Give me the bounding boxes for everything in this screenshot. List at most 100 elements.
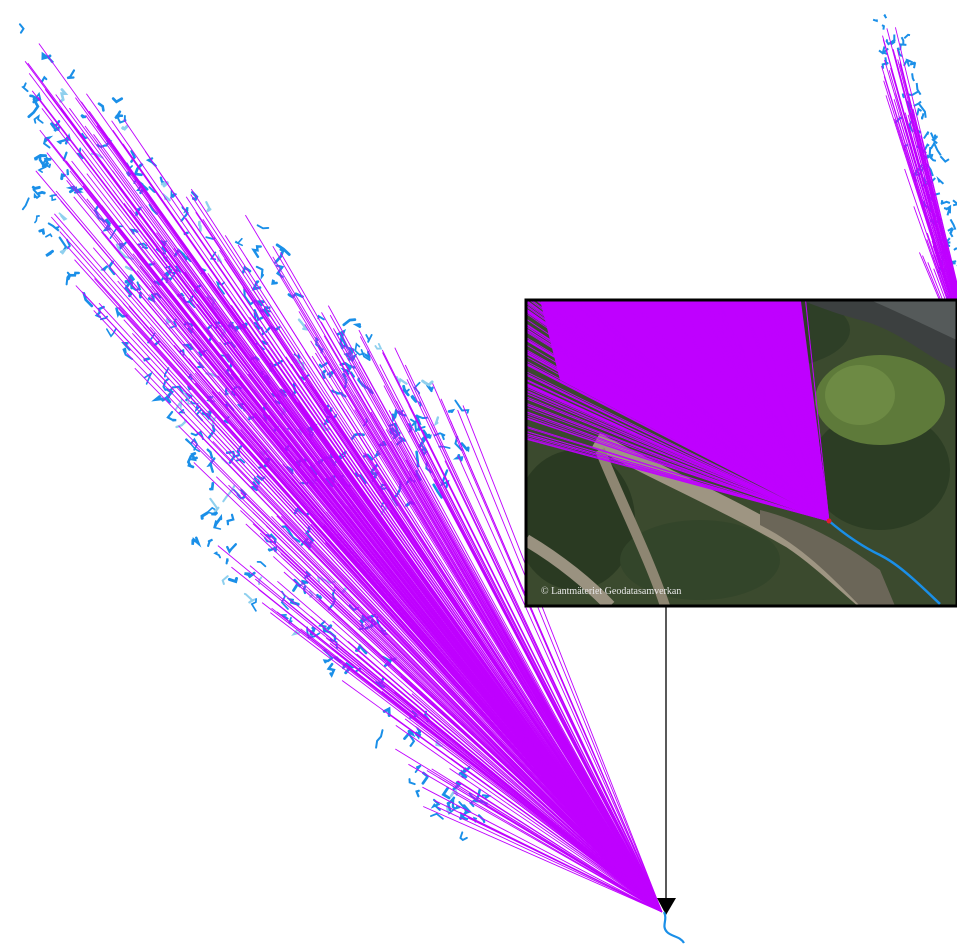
flow-line bbox=[73, 196, 663, 913]
stream-segment bbox=[253, 476, 260, 486]
stream-segment bbox=[45, 249, 54, 258]
stream-segment bbox=[454, 399, 470, 414]
stream-segment bbox=[130, 281, 142, 291]
flow-line bbox=[634, 300, 830, 522]
flow-line bbox=[881, 65, 954, 300]
flow-line bbox=[324, 355, 663, 913]
stream-segment bbox=[41, 157, 52, 168]
stream-segment bbox=[903, 33, 911, 40]
flow-line bbox=[323, 335, 663, 913]
flow-line bbox=[444, 460, 663, 913]
stream-segment bbox=[67, 271, 80, 281]
flow-line bbox=[646, 300, 830, 522]
flow-line bbox=[311, 355, 663, 913]
flow-line bbox=[526, 378, 830, 522]
stream-segment bbox=[122, 347, 134, 360]
flow-line bbox=[586, 300, 830, 522]
stream-segment bbox=[923, 131, 930, 140]
flow-line bbox=[212, 409, 663, 913]
flow-line bbox=[177, 293, 663, 913]
stream-segment bbox=[939, 155, 950, 163]
stream-segment bbox=[100, 315, 109, 321]
stream-segment bbox=[907, 90, 919, 97]
flow-line bbox=[526, 318, 830, 522]
stream-segment bbox=[27, 97, 40, 119]
flow-line bbox=[535, 300, 830, 522]
flow-line bbox=[353, 632, 663, 913]
flow-line bbox=[796, 300, 830, 522]
flow-line bbox=[456, 780, 663, 913]
stream-segment bbox=[201, 410, 213, 421]
stream-segment bbox=[481, 794, 492, 800]
stream-segment bbox=[374, 343, 383, 350]
stream-segment bbox=[222, 484, 236, 503]
stream-segment bbox=[47, 222, 60, 232]
flow-line bbox=[608, 300, 830, 522]
stream-segment bbox=[409, 418, 417, 426]
stream-segment bbox=[197, 220, 202, 232]
flow-line bbox=[922, 255, 942, 300]
neighbor-catchment bbox=[872, 13, 957, 300]
stream-segment bbox=[452, 781, 462, 791]
stream-segment bbox=[241, 265, 252, 274]
stream-segment bbox=[425, 383, 434, 393]
stream-segment bbox=[402, 384, 410, 397]
flow-line bbox=[484, 804, 663, 913]
flow-line bbox=[918, 174, 956, 300]
stream-segment bbox=[883, 13, 888, 19]
stream-segment bbox=[952, 199, 957, 207]
flow-line bbox=[675, 300, 830, 522]
flow-line bbox=[457, 409, 663, 913]
inset-flow-lines bbox=[526, 300, 830, 522]
stream-segment bbox=[395, 376, 408, 387]
flow-line bbox=[526, 389, 830, 522]
stream-segment bbox=[304, 571, 311, 579]
stream-segment bbox=[114, 110, 124, 120]
stream-segment bbox=[341, 663, 348, 670]
flow-line bbox=[925, 218, 953, 300]
stream-segment bbox=[66, 69, 76, 80]
flow-line bbox=[909, 152, 955, 300]
flow-line bbox=[185, 217, 663, 913]
flow-line bbox=[299, 490, 663, 913]
stream-segment bbox=[188, 452, 198, 462]
stream-segment bbox=[182, 389, 194, 405]
flow-line bbox=[928, 200, 957, 300]
stream-segment bbox=[35, 91, 42, 101]
flow-line bbox=[617, 300, 830, 522]
stream-segment bbox=[382, 706, 391, 717]
flow-line bbox=[760, 300, 830, 522]
flow-line bbox=[659, 300, 830, 522]
flow-line bbox=[639, 300, 830, 522]
stream-segment bbox=[243, 592, 256, 604]
aerial-inset bbox=[526, 300, 957, 606]
inset-frame bbox=[524, 298, 957, 608]
stream-segment bbox=[80, 113, 87, 119]
stream-segment bbox=[137, 242, 148, 247]
stream-segment bbox=[45, 233, 53, 238]
flow-line bbox=[539, 300, 830, 522]
neighbor-flow-lines bbox=[881, 27, 957, 300]
flow-line bbox=[789, 300, 830, 522]
flow-line bbox=[591, 300, 830, 522]
stream-segment bbox=[375, 729, 384, 749]
stream-segment bbox=[430, 812, 444, 820]
stream-segment bbox=[256, 561, 267, 568]
flow-line bbox=[526, 393, 830, 522]
stream-segment bbox=[943, 207, 951, 216]
stream-segment bbox=[275, 243, 291, 256]
flow-line bbox=[526, 324, 830, 522]
flow-line bbox=[805, 300, 830, 522]
flow-line bbox=[93, 310, 663, 913]
flow-line bbox=[526, 371, 830, 522]
stream-segment bbox=[316, 593, 323, 600]
stream-segment bbox=[380, 501, 385, 508]
flow-line bbox=[526, 396, 830, 522]
stream-segment bbox=[425, 461, 433, 474]
stream-segment bbox=[900, 36, 905, 45]
flow-line bbox=[382, 352, 663, 913]
stream-segment bbox=[364, 350, 371, 360]
stream-segment bbox=[913, 100, 922, 107]
flow-line bbox=[526, 374, 830, 522]
flow-line bbox=[577, 300, 830, 522]
